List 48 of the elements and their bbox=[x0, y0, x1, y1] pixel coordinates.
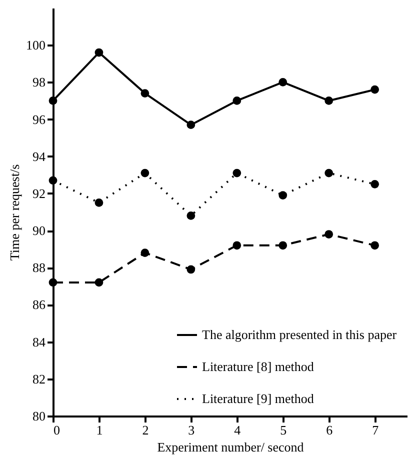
y-tick-label: 86 bbox=[32, 297, 46, 312]
point bbox=[48, 278, 58, 287]
x-tick-label: 4 bbox=[234, 422, 242, 438]
x-tick-label: 2 bbox=[142, 422, 149, 438]
point bbox=[232, 168, 242, 178]
point bbox=[94, 198, 104, 207]
y-tick-label: 90 bbox=[32, 223, 46, 238]
point bbox=[324, 168, 334, 178]
point bbox=[48, 96, 58, 105]
point bbox=[232, 241, 242, 250]
legend-label: Literature [8] method bbox=[202, 359, 314, 374]
y-tick-label: 82 bbox=[32, 371, 46, 386]
point bbox=[186, 212, 196, 220]
y-tick-label: 100 bbox=[26, 38, 46, 53]
point bbox=[278, 78, 288, 86]
x-tick-label: 7 bbox=[372, 422, 380, 438]
point bbox=[370, 241, 379, 250]
point bbox=[140, 168, 150, 178]
legend-label: Literature [9] method bbox=[202, 391, 314, 406]
y-tick-label: 94 bbox=[32, 148, 46, 164]
point bbox=[94, 278, 104, 287]
x-tick-label: 1 bbox=[96, 422, 103, 438]
y-tick-label: 98 bbox=[32, 74, 46, 90]
y-tick-label: 80 bbox=[32, 408, 46, 424]
point bbox=[186, 120, 196, 130]
point bbox=[370, 180, 379, 188]
legend-label: The algorithm presented in this paper bbox=[202, 327, 398, 342]
point bbox=[278, 241, 288, 250]
point bbox=[370, 85, 379, 94]
x-tick-label: 3 bbox=[188, 422, 195, 438]
x-tick-label: 0 bbox=[54, 422, 60, 438]
y-axis-title: Time per request/s bbox=[7, 164, 22, 261]
point bbox=[278, 191, 288, 200]
point bbox=[324, 96, 334, 105]
point bbox=[140, 248, 150, 257]
x-tick-label: 6 bbox=[326, 422, 334, 438]
y-tick-label: 84 bbox=[32, 334, 46, 350]
x-axis-title: Experiment number/ second bbox=[157, 440, 304, 454]
point bbox=[48, 176, 58, 185]
point bbox=[140, 89, 150, 98]
point bbox=[186, 265, 196, 274]
y-tick-label: 96 bbox=[32, 112, 46, 127]
x-tick-label: 5 bbox=[280, 422, 287, 438]
point bbox=[324, 230, 334, 238]
y-tick-label: 92 bbox=[32, 186, 46, 201]
point bbox=[232, 96, 242, 105]
point bbox=[94, 48, 104, 57]
y-tick-label: 88 bbox=[32, 260, 46, 276]
